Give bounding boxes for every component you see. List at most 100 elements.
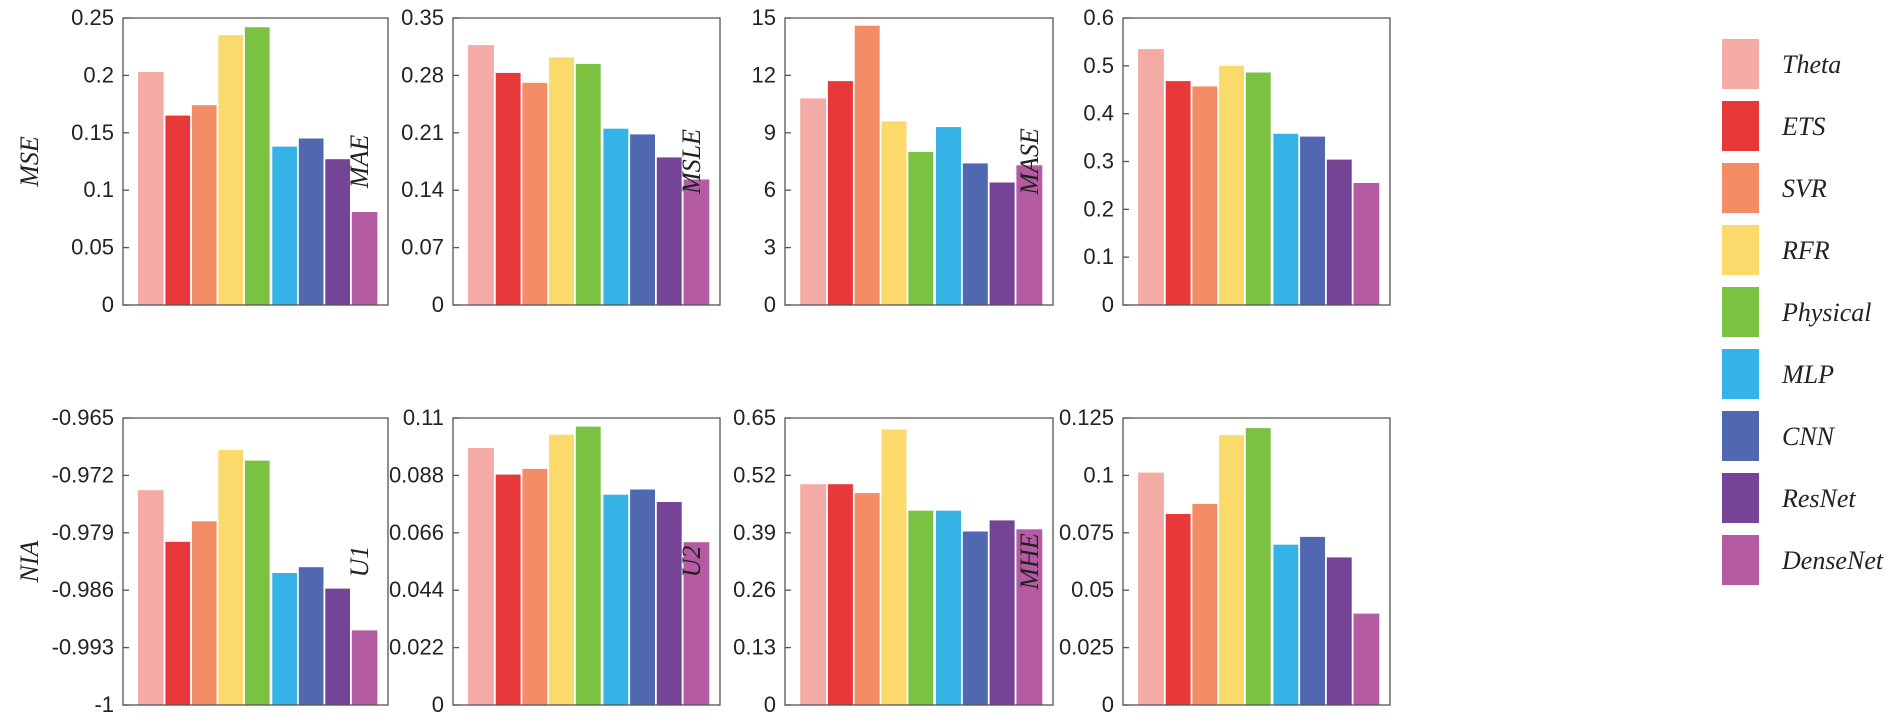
axis-frame: [122, 17, 389, 306]
y-tick-label: 0.4: [1083, 101, 1114, 126]
bar-nia-resnet: [325, 588, 350, 705]
y-tick-label: -0.993: [52, 635, 114, 660]
bar-mae-densenet: [683, 179, 710, 305]
legend-label-cnn: CNN: [1782, 422, 1836, 451]
bar-mse-cnn: [298, 138, 324, 305]
bar-mase-cnn: [1300, 136, 1325, 305]
bar-msle-ets: [827, 81, 853, 305]
axis-frame: [784, 417, 1054, 706]
y-tick-label: 0.2: [83, 62, 114, 87]
y-tick-label: 0: [764, 292, 776, 317]
legend-swatch-theta: [1722, 39, 1759, 89]
bar-u2-cnn: [962, 531, 988, 705]
legend: Theta ETS SVR RFR Physical MLP CNN ResNet DenseN…: [1722, 39, 1884, 585]
bar-mae-physical: [575, 63, 601, 306]
y-tick-label: 0.025: [1059, 635, 1114, 660]
y-tick-label: 0.6: [1083, 5, 1114, 30]
bar-mse-physical: [244, 27, 270, 305]
bar-nia-cnn: [298, 567, 324, 705]
axis-frame: [1122, 417, 1391, 706]
legend-label-ets: ETS: [1781, 112, 1825, 141]
legend-swatch-mlp: [1722, 349, 1759, 399]
y-tick-label: 0.075: [1059, 520, 1114, 545]
y-tick-label: 0.25: [71, 5, 114, 30]
axis-frame: [784, 17, 1054, 306]
bar-msle-mlp: [936, 127, 961, 305]
y-tick-label: 0.022: [389, 635, 444, 660]
bar-msle-cnn: [962, 163, 988, 305]
legend-label-mlp: MLP: [1781, 360, 1834, 389]
bar-u2-mlp: [936, 510, 961, 705]
y-tick-label: -0.986: [52, 577, 114, 602]
legend-swatch-cnn: [1722, 411, 1759, 461]
y-tick-label: 3: [764, 235, 776, 260]
chart-panel-msle: 0 3 6 9 12 15 MSLE: [677, 5, 1054, 317]
bar-u1-ets: [495, 474, 521, 705]
axis-frame: [122, 417, 389, 706]
y-tick-label: 0.15: [71, 120, 114, 145]
y-tick-label: 0.52: [733, 462, 776, 487]
y-axis-label: MAE: [345, 135, 374, 190]
y-tick-label: 0.05: [71, 235, 114, 260]
legend-swatch-ets: [1722, 101, 1759, 151]
bar-nia-ets: [165, 541, 191, 705]
bar-mse-rfr: [218, 35, 244, 305]
y-axis-label: NIA: [15, 540, 44, 583]
bar-msle-resnet: [989, 182, 1015, 305]
y-tick-label: 0.1: [1083, 244, 1114, 269]
bar-mse-densenet: [351, 212, 378, 305]
bar-mase-theta: [1138, 49, 1164, 305]
y-tick-label: 0.1: [1083, 462, 1114, 487]
bar-u1-resnet: [656, 502, 682, 705]
y-tick-label: 0.39: [733, 520, 776, 545]
y-tick-label: 0: [1102, 292, 1114, 317]
y-tick-label: 0.3: [1083, 149, 1114, 174]
bar-mase-physical: [1245, 72, 1271, 305]
bar-msle-densenet: [1016, 165, 1043, 305]
y-tick-label: -1: [94, 692, 114, 717]
bar-u2-densenet: [1016, 529, 1043, 705]
y-axis-label: MHE: [1015, 533, 1044, 590]
y-axis-label: U1: [345, 546, 374, 578]
y-tick-label: -0.965: [52, 405, 114, 430]
chart-panel-nia: -1 -0.993 -0.986 -0.979 -0.972 -0.965 NIA: [15, 405, 389, 717]
chart-panel-u1: 0 0.022 0.044 0.066 0.088 0.11 U1: [345, 405, 721, 717]
y-tick-label: 0: [764, 692, 776, 717]
y-tick-label: 0.28: [401, 62, 444, 87]
y-tick-label: 0: [432, 292, 444, 317]
bar-u1-rfr: [549, 434, 574, 705]
bar-mae-cnn: [630, 134, 655, 305]
y-tick-label: 0.044: [389, 577, 444, 602]
y-axis-label: MASE: [1015, 128, 1044, 196]
y-tick-label: 0.21: [401, 120, 444, 145]
bar-u1-densenet: [683, 542, 710, 705]
legend-label-svr: SVR: [1782, 174, 1827, 203]
y-tick-label: 0: [1102, 692, 1114, 717]
bar-mhe-mlp: [1273, 544, 1299, 705]
bar-mhe-rfr: [1219, 435, 1244, 705]
bar-nia-theta: [138, 490, 164, 705]
bar-mase-ets: [1165, 81, 1191, 305]
y-tick-label: 0: [102, 292, 114, 317]
bar-mhe-cnn: [1300, 536, 1325, 705]
chart-panel-mhe: 0 0.025 0.05 0.075 0.1 0.125 MHE: [1015, 405, 1391, 717]
bar-mae-theta: [468, 45, 494, 305]
bar-mae-ets: [495, 72, 521, 306]
y-tick-label: 15: [752, 5, 776, 30]
legend-swatch-rfr: [1722, 225, 1759, 275]
bar-mhe-resnet: [1326, 557, 1352, 705]
bar-mhe-physical: [1245, 428, 1271, 705]
bar-u1-cnn: [630, 489, 655, 705]
bar-mhe-svr: [1192, 503, 1218, 705]
bar-nia-rfr: [218, 450, 244, 705]
bar-mse-theta: [138, 72, 164, 305]
y-axis-label: MSLE: [677, 129, 706, 195]
bar-mase-resnet: [1326, 159, 1352, 305]
bar-msle-svr: [854, 25, 880, 305]
legend-swatch-densenet: [1722, 535, 1759, 585]
y-tick-label: 0.2: [1083, 196, 1114, 221]
bar-u2-rfr: [881, 429, 907, 705]
y-tick-label: 12: [752, 62, 776, 87]
y-tick-label: 0.066: [389, 520, 444, 545]
y-tick-label: 0.14: [401, 177, 444, 202]
